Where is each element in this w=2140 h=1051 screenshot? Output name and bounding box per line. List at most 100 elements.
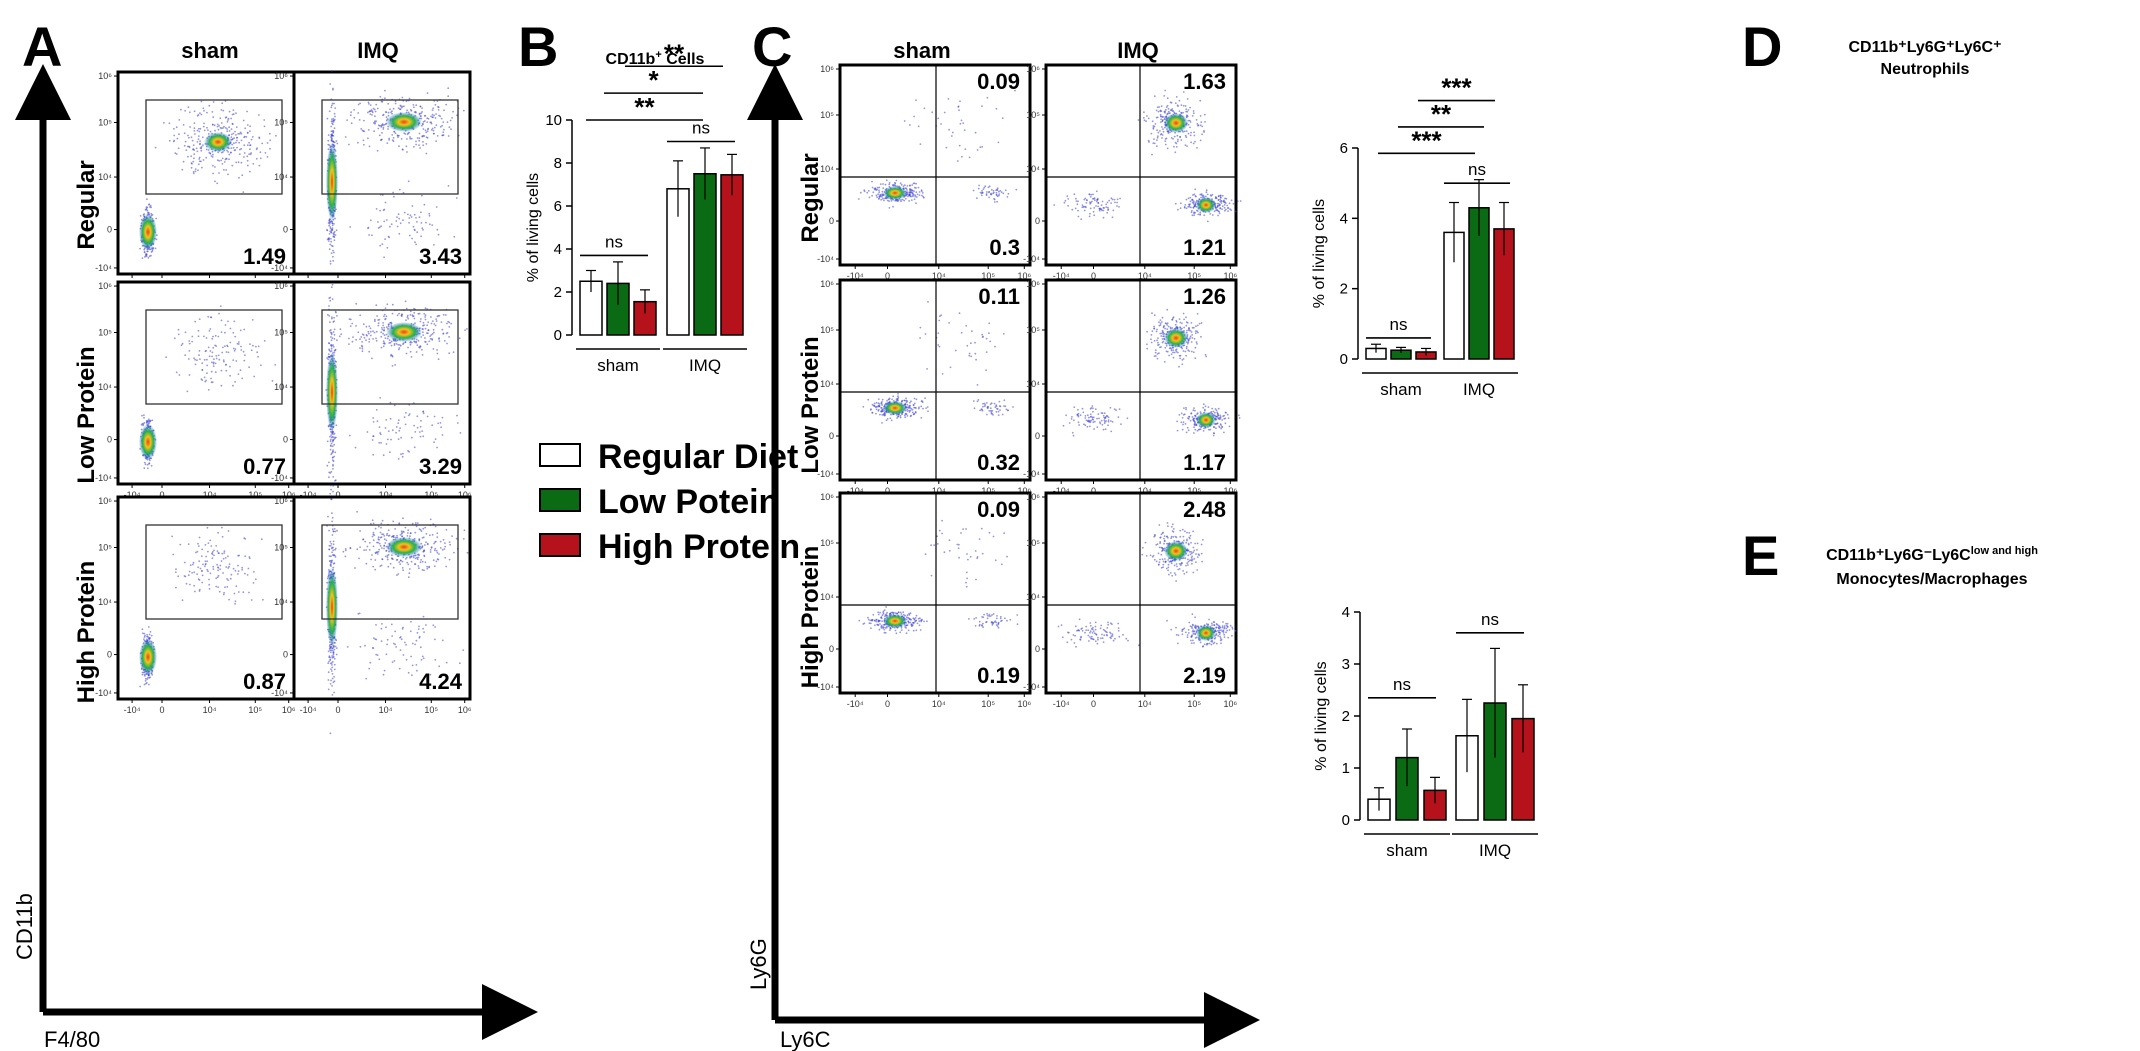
event-dot xyxy=(330,252,333,255)
event-dot xyxy=(888,183,891,186)
event-dot xyxy=(344,136,347,138)
event-dot xyxy=(250,599,253,601)
event-dot xyxy=(418,137,421,140)
row-label-high-protein: High Protein xyxy=(797,546,824,689)
event-dot xyxy=(144,463,147,466)
event-dot xyxy=(331,685,333,687)
event-dot xyxy=(1186,145,1188,148)
event-dot xyxy=(240,349,243,351)
event-dot xyxy=(221,163,224,165)
event-dot xyxy=(375,339,378,342)
event-dot xyxy=(412,556,415,559)
event-dot xyxy=(422,229,424,231)
event-dot xyxy=(231,138,234,141)
event-dot xyxy=(385,219,388,221)
event-dot xyxy=(196,573,199,575)
event-dot xyxy=(349,318,352,321)
event-dot xyxy=(165,356,168,359)
event-dot xyxy=(884,183,887,186)
event-dot xyxy=(423,203,426,206)
event-dot xyxy=(332,117,335,120)
event-dot xyxy=(244,127,247,130)
event-dot xyxy=(226,120,229,123)
event-dot xyxy=(422,615,425,618)
event-dot xyxy=(331,229,334,231)
event-dot xyxy=(365,549,367,551)
y-tick-label: 10⁴ xyxy=(98,172,112,182)
event-dot xyxy=(1173,145,1175,148)
x-tick-label: 10⁵ xyxy=(424,705,438,715)
event-dot xyxy=(880,198,882,201)
event-dot xyxy=(335,647,338,649)
event-dot xyxy=(197,113,200,116)
gate-percentage: 3.43 xyxy=(419,244,462,269)
event-dot xyxy=(331,222,334,225)
event-dot xyxy=(418,431,421,433)
event-dot xyxy=(1236,200,1239,203)
event-dot xyxy=(183,561,186,564)
quadrant-lower-value: 0.3 xyxy=(989,235,1020,260)
event-dot xyxy=(1161,134,1164,136)
event-dot xyxy=(222,593,225,596)
event-dot xyxy=(187,134,189,137)
event-dot xyxy=(249,343,251,345)
event-dot xyxy=(224,345,226,347)
event-dot xyxy=(233,592,236,595)
event-dot xyxy=(330,333,333,336)
event-dot xyxy=(1084,205,1087,208)
event-dot xyxy=(361,345,364,348)
event-dot xyxy=(407,563,410,566)
event-dot xyxy=(215,585,218,588)
event-dot xyxy=(417,339,420,342)
event-dot xyxy=(414,531,417,534)
event-dot xyxy=(1229,208,1231,211)
event-dot xyxy=(328,233,331,235)
event-dot xyxy=(1112,209,1115,212)
event-dot xyxy=(459,662,461,665)
event-dot xyxy=(992,192,994,195)
y-tick-label: 0 xyxy=(107,650,112,660)
event-dot xyxy=(331,317,333,320)
y-tick-label: 0 xyxy=(829,216,834,226)
event-dot xyxy=(432,116,434,118)
event-dot xyxy=(359,347,361,349)
event-dot xyxy=(409,343,412,346)
event-dot xyxy=(329,732,332,735)
event-dot xyxy=(246,574,249,576)
event-dot xyxy=(182,160,185,163)
event-dot xyxy=(336,529,338,532)
event-dot xyxy=(148,633,151,636)
event-dot xyxy=(385,326,388,329)
event-dot xyxy=(258,114,260,116)
density-hotspot xyxy=(139,214,157,250)
event-dot xyxy=(398,188,401,191)
event-dot xyxy=(1076,203,1079,206)
event-dot xyxy=(416,426,419,429)
event-dot xyxy=(383,535,386,537)
event-dot xyxy=(909,184,911,187)
event-dot xyxy=(422,331,424,334)
event-dot xyxy=(1191,115,1194,117)
event-dot xyxy=(396,216,398,219)
event-dot xyxy=(220,109,223,111)
event-dot xyxy=(1190,131,1192,134)
event-dot xyxy=(184,109,187,112)
event-dot xyxy=(197,542,199,545)
event-dot xyxy=(374,527,377,530)
event-dot xyxy=(238,176,240,179)
event-dot xyxy=(329,435,331,438)
event-dot xyxy=(1142,117,1145,119)
event-dot xyxy=(386,534,388,537)
event-dot xyxy=(212,153,214,156)
event-dot xyxy=(449,119,452,122)
event-dot xyxy=(400,559,402,562)
event-dot xyxy=(877,408,880,411)
event-dot xyxy=(328,342,330,344)
event-dot xyxy=(149,204,152,207)
event-dot xyxy=(880,410,882,413)
event-dot xyxy=(326,464,329,467)
event-dot xyxy=(445,565,448,568)
event-dot xyxy=(875,408,878,411)
event-dot xyxy=(867,398,870,401)
